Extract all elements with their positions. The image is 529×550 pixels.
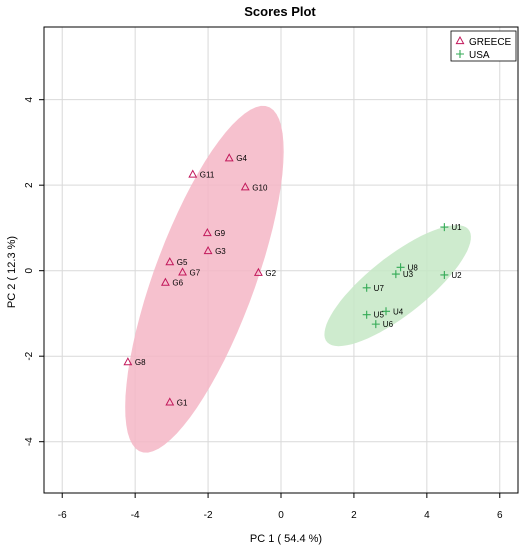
point-label-G9: G9	[214, 229, 225, 238]
y-tick-label: -4	[24, 437, 35, 446]
point-G7	[178, 267, 187, 276]
point-G8	[123, 357, 133, 366]
ellipse-greece	[125, 105, 284, 453]
point-label-G4: G4	[236, 154, 247, 163]
point-G5	[165, 257, 175, 266]
legend-marker-greece	[455, 35, 465, 45]
x-tick-label: -6	[58, 510, 67, 521]
legend-label-greece: GREECE	[469, 37, 512, 48]
legend: GREECE USA	[450, 30, 517, 62]
point-label-G6: G6	[172, 279, 183, 288]
y-axis-label: PC 2 ( 12.3 %)	[6, 236, 18, 308]
point-label-G8: G8	[135, 358, 146, 367]
x-tick-label: -2	[204, 510, 213, 521]
point-label-G7: G7	[190, 268, 201, 277]
legend-box	[450, 30, 517, 62]
point-label-U6: U6	[383, 320, 394, 329]
point-label-G11: G11	[200, 170, 215, 179]
point-label-U3: U3	[403, 270, 414, 279]
x-axis-label: PC 1 ( 54.4 %)	[250, 533, 322, 545]
point-label-G1: G1	[177, 398, 188, 407]
point-U2	[440, 270, 449, 279]
point-U3	[391, 270, 400, 279]
point-U1	[440, 223, 449, 232]
legend-label-usa: USA	[469, 50, 490, 61]
point-G1	[165, 397, 175, 406]
point-G9	[202, 228, 212, 237]
point-U4	[382, 307, 391, 316]
point-G3	[203, 245, 213, 255]
point-label-G10: G10	[252, 183, 268, 192]
chart-title: Scores Plot	[244, 4, 316, 19]
y-tick-label: 2	[24, 182, 35, 188]
point-U5	[362, 310, 371, 319]
point-label-U2: U2	[451, 271, 462, 280]
y-tick-label: 0	[24, 267, 35, 273]
point-label-G2: G2	[265, 269, 276, 278]
point-label-U7: U7	[374, 284, 385, 293]
x-tick-label: -4	[131, 510, 140, 521]
point-G4	[224, 153, 234, 162]
point-G10	[240, 182, 250, 191]
x-tick-label: 0	[278, 510, 284, 521]
axes: -6 -4 -2 0 2 4 6 -4 -2 0 2 4	[24, 96, 503, 521]
point-label-G3: G3	[215, 247, 226, 256]
confidence-ellipses	[125, 105, 471, 453]
point-U6	[371, 320, 380, 329]
x-tick-label: 6	[497, 510, 503, 521]
point-U7	[362, 283, 371, 292]
legend-marker-usa	[456, 50, 464, 58]
x-tick-label: 2	[351, 510, 357, 521]
point-label-U4: U4	[393, 307, 404, 316]
y-tick-label: -2	[24, 351, 35, 360]
ellipse-usa	[324, 225, 471, 347]
point-G6	[160, 277, 170, 286]
x-tick-label: 4	[424, 510, 430, 521]
point-label-G5: G5	[177, 258, 188, 267]
point-U8	[396, 263, 405, 272]
point-G2	[253, 267, 263, 276]
point-label-U1: U1	[451, 223, 462, 232]
point-label-U8: U8	[408, 263, 419, 272]
point-label-U5: U5	[374, 311, 385, 320]
y-tick-label: 4	[24, 96, 35, 102]
point-G11	[188, 169, 198, 178]
